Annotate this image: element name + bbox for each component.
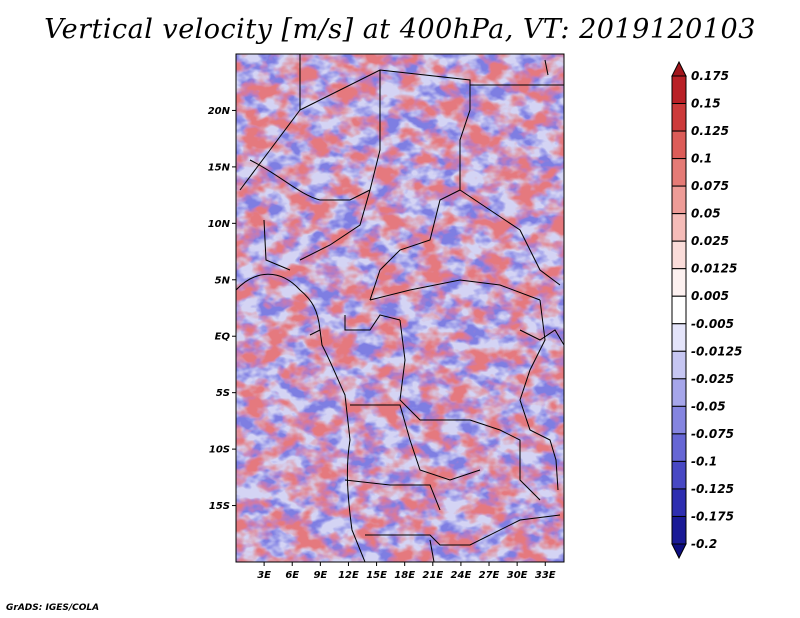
lon-tick-label: 15E xyxy=(366,570,387,581)
lat-tick-label: 15N xyxy=(208,162,231,173)
colorbar-bin xyxy=(671,488,687,517)
colorbar-bin xyxy=(671,75,687,105)
lon-tick-label: 21E xyxy=(422,570,443,581)
lat-tick-label: 5N xyxy=(215,275,231,286)
colorbar-level-label: -0.075 xyxy=(691,427,734,441)
colorbar-bin xyxy=(671,185,687,215)
colorbar-level-label: -0.0125 xyxy=(691,344,742,358)
colorbar-level-label: 0.025 xyxy=(691,234,729,248)
colorbar-level-label: 0.15 xyxy=(691,97,721,111)
colorbar-bin xyxy=(671,378,687,407)
colorbar-level-label: -0.05 xyxy=(691,399,726,413)
colorbar-level-label: 0.0125 xyxy=(691,262,737,276)
map-panel xyxy=(235,53,565,563)
colorbar-level-label: -0.1 xyxy=(691,454,717,468)
colorbar-level-label: 0.05 xyxy=(691,207,721,221)
colorbar-level-label: -0.175 xyxy=(691,509,734,523)
colorbar-bin xyxy=(671,405,687,435)
colorbar-bottom-triangle xyxy=(671,543,687,560)
lon-tick-label: 30E xyxy=(507,570,528,581)
colorbar-bin xyxy=(671,460,687,490)
colorbar-level-label: 0.125 xyxy=(691,124,729,138)
lon-tick-label: 33E xyxy=(535,570,556,581)
lon-tick-label: 9E xyxy=(313,570,327,581)
lon-tick-label: 3E xyxy=(257,570,271,581)
credit-label: GrADS: IGES/COLA xyxy=(6,603,100,613)
colorbar-level-label: -0.005 xyxy=(691,317,734,331)
colorbar-bin xyxy=(671,213,687,242)
colorbar-level-label: 0.075 xyxy=(691,179,729,193)
lat-tick-label: 20N xyxy=(208,106,231,117)
colorbar-bin xyxy=(671,515,687,545)
colorbar-level-label: -0.2 xyxy=(691,537,717,551)
lat-tick-label: 15S xyxy=(209,501,230,512)
lon-tick-label: 27E xyxy=(479,570,500,581)
colorbar-level-label: 0.005 xyxy=(691,289,729,303)
colorbar-bin xyxy=(671,323,687,352)
colorbar-bin xyxy=(671,295,687,325)
lat-tick-label: 5S xyxy=(216,388,230,399)
velocity-field xyxy=(236,54,564,562)
colorbar-level-label: -0.025 xyxy=(691,372,734,386)
colorbar-bin xyxy=(671,268,687,297)
colorbar: 0.175 0.15 0.125 0.1 0.075 0.05 0.025 0.0125 0.0… xyxy=(671,60,742,560)
map-title: Vertical velocity [m/s] at 400hPa, VT: 2… xyxy=(44,14,756,45)
colorbar-level-label: 0.175 xyxy=(691,69,729,83)
lat-tick-label: EQ xyxy=(215,332,231,343)
country-borders xyxy=(236,54,564,562)
lon-tick-label: 24E xyxy=(451,570,472,581)
colorbar-bin xyxy=(671,240,687,270)
map-frame xyxy=(235,53,565,563)
colorbar-bin xyxy=(671,433,687,462)
colorbar-level-label: -0.125 xyxy=(691,482,734,496)
colorbar-bin xyxy=(671,103,687,132)
colorbar-level-label: 0.1 xyxy=(691,152,712,166)
lon-tick-label: 18E xyxy=(394,570,415,581)
lat-tick-label: 10N xyxy=(208,219,231,230)
latitude-axis: 20N 15N 10N 5N EQ 5S 10S 15S xyxy=(208,106,236,512)
lon-tick-label: 12E xyxy=(338,570,359,581)
colorbar-bin xyxy=(671,158,687,187)
lon-tick-label: 6E xyxy=(285,570,299,581)
longitude-axis: 3E 6E 9E 12E 15E 18E 21E 24E 27E 30E 33E xyxy=(257,562,556,581)
colorbar-bin xyxy=(671,350,687,380)
colorbar-bin xyxy=(671,130,687,160)
colorbar-top-triangle xyxy=(671,60,687,77)
lat-tick-label: 10S xyxy=(209,445,230,456)
